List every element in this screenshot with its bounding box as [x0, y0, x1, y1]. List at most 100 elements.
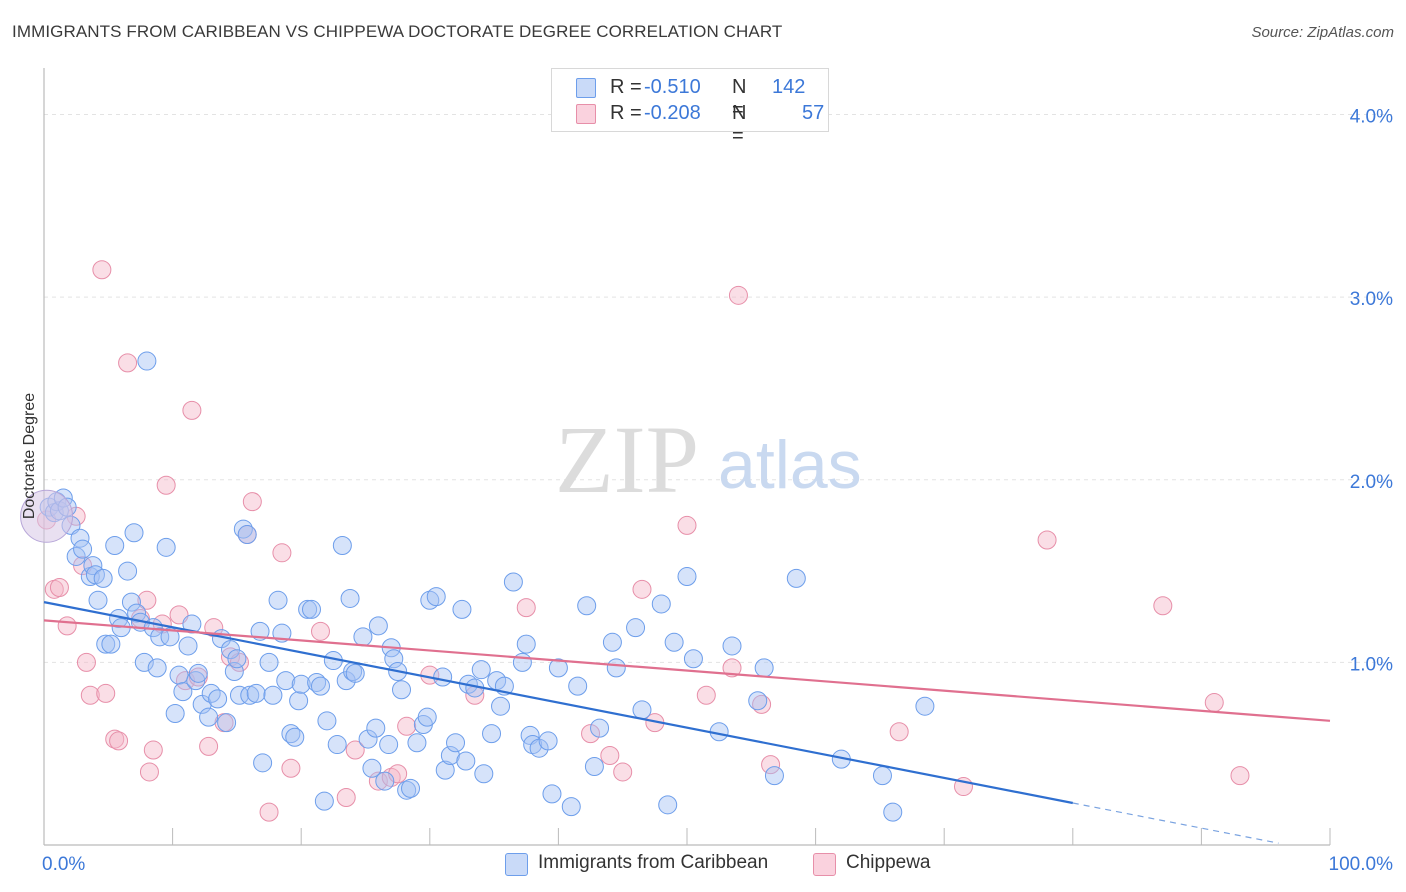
caribbean-point: [199, 707, 219, 727]
caribbean-point: [268, 590, 288, 610]
caribbean-point: [375, 771, 395, 791]
caribbean-point: [259, 652, 279, 672]
chippewa-point: [728, 285, 748, 305]
chippewa-point: [752, 694, 772, 714]
caribbean-point: [577, 596, 597, 616]
caribbean-point: [590, 718, 610, 738]
chippewa-trend-line: [43, 619, 1331, 722]
chippewa-point: [516, 598, 536, 618]
caribbean-point: [417, 707, 437, 727]
caribbean-point: [786, 568, 806, 588]
caribbean-point: [66, 546, 86, 566]
caribbean-point: [289, 691, 309, 711]
caribbean-point: [764, 766, 784, 786]
chippewa-point: [368, 771, 388, 791]
caribbean-point: [606, 658, 626, 678]
legend-swatch-caribbean: [576, 78, 596, 98]
caribbean-point: [227, 649, 247, 669]
chippewa-point: [109, 731, 129, 751]
caribbean-point: [471, 660, 491, 680]
chippewa-point: [381, 767, 401, 787]
caribbean-point: [561, 797, 581, 817]
caribbean-point: [754, 658, 774, 678]
caribbean-point: [392, 680, 412, 700]
caribbean-point: [240, 685, 260, 705]
chippewa-point: [118, 353, 138, 373]
watermark-zip: ZIP: [555, 406, 699, 513]
chippewa-point: [199, 736, 219, 756]
caribbean-trend-extension: [1072, 802, 1279, 844]
caribbean-point: [401, 778, 421, 798]
caribbean-point: [651, 594, 671, 614]
caribbean-point-large: [20, 489, 74, 543]
caribbean-point: [327, 735, 347, 755]
chippewa-point: [310, 621, 330, 641]
chippewa-point: [220, 647, 240, 667]
y-tick-label: 4.0%: [1350, 107, 1393, 128]
chippewa-point: [1153, 596, 1173, 616]
caribbean-point: [281, 724, 301, 744]
caribbean-point: [96, 634, 116, 654]
caribbean-point: [452, 599, 472, 619]
caribbean-point: [276, 671, 296, 691]
chippewa-point: [1037, 530, 1057, 550]
caribbean-point: [568, 676, 588, 696]
caribbean-point: [664, 632, 684, 652]
caribbean-point: [147, 658, 167, 678]
axes: [43, 68, 1331, 846]
caribbean-point: [246, 683, 266, 703]
caribbean-point: [366, 718, 386, 738]
bottom-legend-label-caribbean: Immigrants from Caribbean: [538, 852, 769, 873]
caribbean-point: [101, 634, 121, 654]
caribbean-point: [677, 567, 697, 587]
caribbean-trend-line: [43, 601, 1074, 805]
caribbean-point: [440, 746, 460, 766]
caribbean-point: [542, 784, 562, 804]
chippewa-point: [1204, 693, 1224, 713]
caribbean-point: [602, 632, 622, 652]
chippewa-point: [139, 762, 159, 782]
chippewa-point: [92, 260, 112, 280]
chippewa-point: [677, 515, 697, 535]
bottom-legend-swatch-caribbean: [505, 853, 528, 876]
legend-n-value: 142: [772, 76, 806, 98]
caribbean-point: [358, 729, 378, 749]
legend-r-label: R =: [610, 102, 642, 124]
x-tick-label-min: 0.0%: [42, 854, 85, 875]
caribbean-point: [482, 724, 502, 744]
caribbean-point: [156, 537, 176, 557]
caribbean-point: [584, 756, 604, 776]
caribbean-point: [314, 791, 334, 811]
legend-swatch-chippewa: [576, 104, 596, 124]
chippewa-point: [722, 658, 742, 678]
caribbean-point: [503, 572, 523, 592]
caribbean-point: [523, 735, 543, 755]
chippewa-point: [259, 802, 279, 822]
chippewa-point: [156, 475, 176, 495]
caribbean-point: [683, 649, 703, 669]
chippewa-point: [1230, 766, 1250, 786]
chippewa-point: [96, 683, 116, 703]
chippewa-point: [137, 590, 157, 610]
caribbean-point: [548, 658, 568, 678]
caribbean-point: [512, 652, 532, 672]
chippewa-point: [57, 616, 77, 636]
chippewa-point: [632, 579, 652, 599]
caribbean-point: [345, 663, 365, 683]
y-axis-label: Doctorate Degree: [21, 393, 38, 519]
caribbean-point: [70, 528, 90, 548]
caribbean-point: [127, 603, 147, 623]
caribbean-point: [420, 590, 440, 610]
caribbean-point: [188, 663, 208, 683]
chippewa-point: [581, 724, 601, 744]
caribbean-points: [20, 351, 935, 822]
y-tick-label: 1.0%: [1350, 654, 1393, 675]
chippewa-point: [613, 762, 633, 782]
caribbean-point: [368, 616, 388, 636]
caribbean-point: [285, 727, 305, 747]
y-tick-label: 3.0%: [1350, 289, 1393, 310]
trend-lines: [43, 601, 1331, 844]
caribbean-point: [722, 636, 742, 656]
caribbean-point: [217, 713, 237, 733]
